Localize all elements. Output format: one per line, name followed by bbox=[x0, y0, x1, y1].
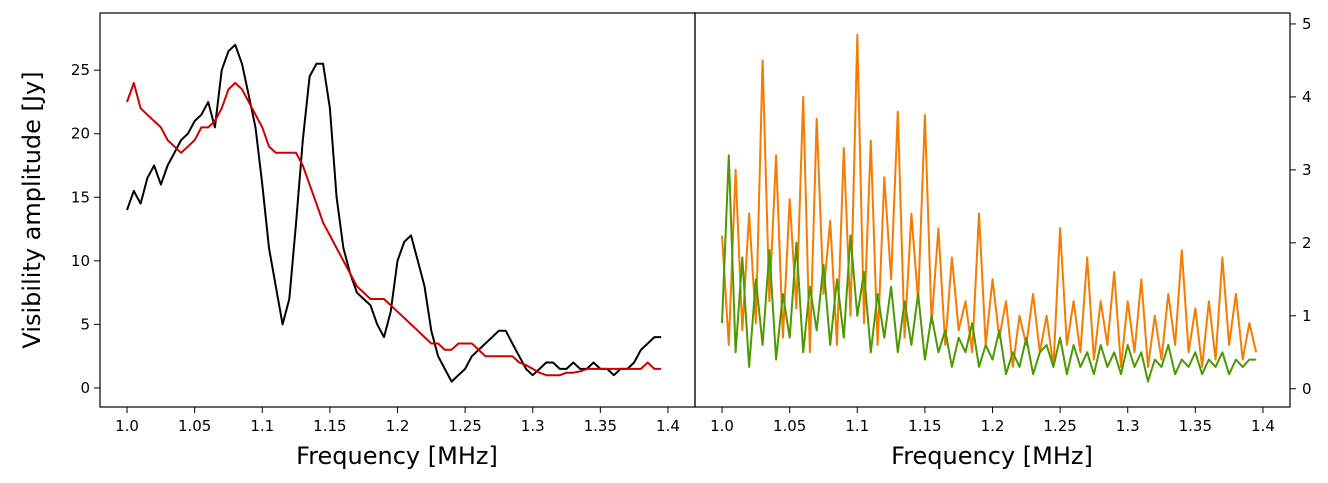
right-x-axis-title: Frequency [MHz] bbox=[891, 442, 1093, 470]
right-panel: 1.0 1.05 1.1 1.15 1.2 1.25 1.3 1.35 1.4 0 1 2 3 4 5 F… bbox=[694, 12, 1312, 470]
right-y-tick-label: 2 bbox=[1302, 234, 1312, 252]
left-x-tick-label: 1.05 bbox=[178, 417, 211, 435]
left-y-axis-title: Visibility amplitude [Jy] bbox=[18, 71, 46, 348]
left-x-tick-label: 1.1 bbox=[250, 417, 274, 435]
right-x-tick-label: 1.15 bbox=[908, 417, 941, 435]
left-x-tick-label: 1.3 bbox=[521, 417, 545, 435]
left-series-1-line bbox=[126, 81, 662, 377]
right-series-1-line bbox=[721, 154, 1257, 383]
right-y-ticks: 0 1 2 3 4 5 bbox=[1290, 15, 1312, 398]
left-y-tick-label: 0 bbox=[80, 379, 90, 397]
left-x-tick-label: 1.25 bbox=[448, 417, 481, 435]
left-panel: 1.0 1.05 1.1 1.15 1.2 1.25 1.3 1.35 1.4 0 5 10 15 20… bbox=[18, 12, 696, 470]
right-x-tick-label: 1.3 bbox=[1116, 417, 1140, 435]
right-x-ticks: 1.0 1.05 1.1 1.15 1.2 1.25 1.3 1.35 1.4 bbox=[710, 407, 1275, 435]
left-y-tick-label: 5 bbox=[80, 315, 90, 333]
left-x-tick-label: 1.0 bbox=[115, 417, 139, 435]
left-plot-frame bbox=[99, 12, 696, 408]
left-x-tick-label: 1.4 bbox=[656, 417, 680, 435]
left-series-group bbox=[126, 43, 662, 383]
right-y-tick-label: 1 bbox=[1302, 307, 1312, 325]
left-y-tick-label: 15 bbox=[71, 188, 90, 206]
left-y-tick-label: 25 bbox=[71, 61, 90, 79]
left-y-tick-label: 10 bbox=[71, 252, 90, 270]
left-x-tick-label: 1.15 bbox=[313, 417, 346, 435]
right-y-tick-label: 4 bbox=[1302, 88, 1312, 106]
right-x-tick-label: 1.2 bbox=[981, 417, 1005, 435]
left-series-0-line bbox=[126, 43, 662, 383]
right-y-tick-label: 5 bbox=[1302, 15, 1312, 33]
right-x-tick-label: 1.35 bbox=[1179, 417, 1212, 435]
left-x-axis-title: Frequency [MHz] bbox=[296, 442, 498, 470]
right-x-tick-label: 1.25 bbox=[1043, 417, 1076, 435]
right-y-tick-label: 3 bbox=[1302, 161, 1312, 179]
right-x-tick-label: 1.1 bbox=[845, 417, 869, 435]
right-series-0-line bbox=[721, 33, 1258, 368]
right-series-group bbox=[721, 33, 1258, 383]
left-x-tick-label: 1.35 bbox=[584, 417, 617, 435]
right-x-tick-label: 1.4 bbox=[1251, 417, 1275, 435]
left-x-ticks: 1.0 1.05 1.1 1.15 1.2 1.25 1.3 1.35 1.4 bbox=[115, 407, 680, 435]
right-x-tick-label: 1.0 bbox=[710, 417, 734, 435]
left-y-ticks: 0 5 10 15 20 25 bbox=[71, 61, 100, 397]
left-y-tick-label: 20 bbox=[71, 125, 90, 143]
right-x-tick-label: 1.05 bbox=[773, 417, 806, 435]
left-x-tick-label: 1.2 bbox=[386, 417, 410, 435]
right-y-tick-label: 0 bbox=[1302, 380, 1312, 398]
